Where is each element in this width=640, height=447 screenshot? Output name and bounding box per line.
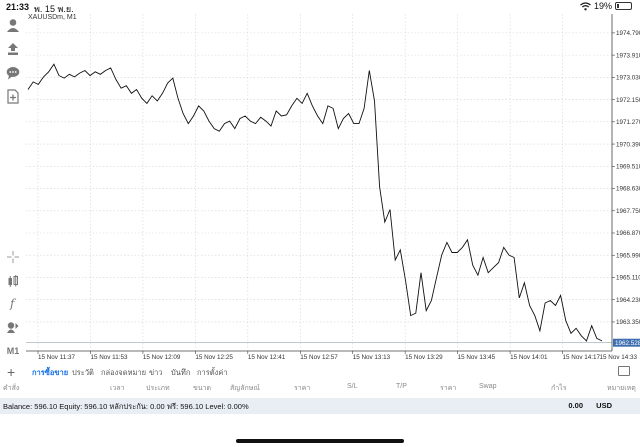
col-tp: T/P (396, 383, 407, 390)
tab-history[interactable]: ประวัติ (72, 368, 94, 377)
wifi-icon (580, 1, 591, 10)
x-tick-label: 15 Nov 14:33 (600, 354, 638, 361)
y-tick-label: 1963.350 (616, 319, 640, 326)
indicators-icon[interactable] (4, 272, 22, 290)
tab-settings[interactable]: การตั้งค่า (197, 368, 228, 377)
status-time: 21:33 (6, 2, 30, 12)
y-tick-label: 1970.390 (616, 141, 640, 148)
tab-mailbox[interactable]: กล่องจดหมาย (101, 368, 147, 377)
y-tick-label: 1965.990 (616, 252, 640, 259)
crosshair-icon[interactable] (4, 248, 22, 266)
y-tick-label: 1972.150 (616, 97, 640, 104)
add-document-icon[interactable] (4, 87, 22, 105)
x-tick-label: 15 Nov 14:17 (563, 354, 601, 361)
col-volume: ขนาด (193, 385, 212, 392)
account-currency: USD (596, 401, 612, 410)
panel-toggle-icon[interactable] (618, 366, 630, 376)
y-tick-label: 1974.790 (616, 30, 640, 37)
y-tick-label: 1967.750 (616, 208, 640, 215)
total-profit: 0.00 (568, 401, 583, 410)
col-time: เวลา (110, 385, 125, 392)
y-tick-label: 1969.510 (616, 163, 640, 170)
x-tick-label: 15 Nov 11:53 (90, 354, 127, 361)
left-toolbar: f M1 (0, 14, 26, 364)
home-indicator (236, 439, 404, 443)
x-tick-label: 15 Nov 13:13 (353, 354, 391, 361)
x-tick-label: 15 Nov 11:37 (38, 354, 75, 361)
timeframe-button[interactable]: M1 (6, 346, 20, 356)
col-sl: S/L (347, 383, 358, 390)
last-price-label: 1962.528 (615, 340, 640, 347)
y-tick-label: 1971.270 (616, 119, 640, 126)
user-icon[interactable] (4, 16, 22, 34)
orders-header: คำสั่ง เวลา ประเภท ขนาด สัญลักษณ์ ราคา S… (0, 383, 640, 395)
y-tick-label: 1973.030 (616, 75, 640, 82)
plus-icon[interactable]: + (7, 364, 16, 380)
balance-row: Balance: 596.10 Equity: 596.10 หลักประกั… (0, 398, 640, 414)
x-tick-label: 15 Nov 12:25 (195, 354, 233, 361)
status-right: 19% (580, 1, 632, 11)
symbol-label: XAUUSDm, M1 (28, 14, 77, 21)
y-tick-label: 1965.110 (616, 275, 640, 282)
transfer-icon[interactable] (4, 40, 22, 58)
col-price: ราคา (294, 385, 311, 392)
col-symbol: สัญลักษณ์ (230, 385, 260, 392)
chat-icon[interactable] (4, 64, 22, 82)
x-tick-label: 15 Nov 12:09 (143, 354, 181, 361)
y-tick-label: 1973.910 (616, 52, 640, 59)
status-bar: 21:33 พ. 15 พ.ย. 19% (0, 0, 640, 14)
terminal-tabs: + การซื้อขาย ประวัติ กล่องจดหมาย ข่าว บั… (0, 364, 640, 380)
objects-icon[interactable] (4, 318, 22, 336)
x-tick-label: 15 Nov 13:29 (405, 354, 443, 361)
tab-news[interactable]: ข่าว (149, 368, 163, 377)
price-chart[interactable]: 1974.790 1973.910 1973.030 1972.150 1971.270… (0, 0, 640, 364)
col-comment: หมายเหตุ (607, 385, 636, 392)
y-tick-label: 1964.230 (616, 297, 640, 304)
tab-journal[interactable]: บันทึก (171, 368, 191, 377)
y-tick-label: 1968.630 (616, 186, 640, 193)
col-order: คำสั่ง (3, 385, 20, 392)
x-tick-label: 15 Nov 12:41 (248, 354, 286, 361)
svg-text:f: f (9, 297, 17, 311)
balance-summary: Balance: 596.10 Equity: 596.10 หลักประกั… (3, 402, 249, 411)
battery-icon (615, 2, 632, 10)
col-type: ประเภท (146, 385, 170, 392)
price-line (27, 63, 603, 342)
x-tick-label: 15 Nov 12:57 (300, 354, 338, 361)
tab-trade[interactable]: การซื้อขาย (32, 368, 69, 377)
col-profit: กำไร (551, 385, 567, 392)
last-price-badge (613, 338, 640, 347)
function-icon[interactable]: f (4, 294, 22, 312)
status-date: พ. 15 พ.ย. (34, 4, 74, 14)
x-tick-label: 15 Nov 13:45 (458, 354, 496, 361)
col-swap: Swap (479, 383, 497, 390)
col-price-current: ราคา (440, 385, 457, 392)
x-tick-label: 15 Nov 14:01 (510, 354, 548, 361)
battery-percent: 19% (593, 1, 612, 11)
y-tick-label: 1966.870 (616, 230, 640, 237)
